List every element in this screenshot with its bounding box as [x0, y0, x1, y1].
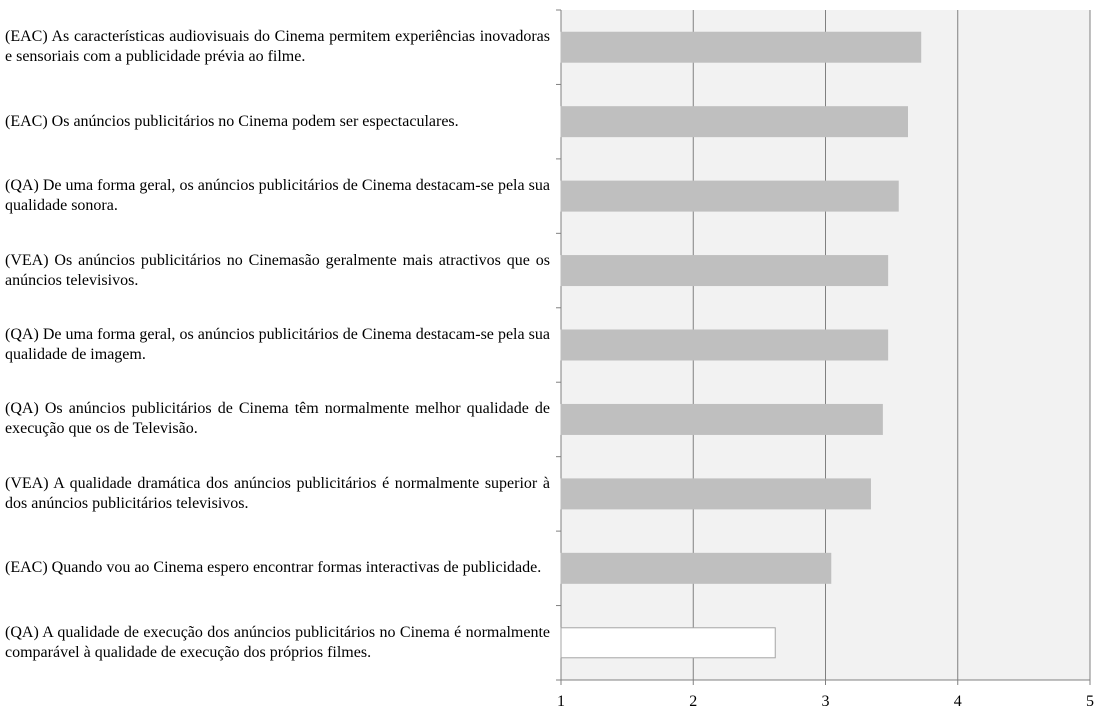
category-label-box: (VEA) Os anúncios publicitários no Cinem…: [5, 233, 550, 307]
x-tick-label: 2: [689, 693, 697, 710]
bar: [560, 255, 889, 287]
category-label: (QA) Os anúncios publicitários de Cinema…: [5, 400, 550, 438]
category-label-box: (QA) A qualidade de execução dos anúncio…: [5, 606, 550, 680]
bar: [560, 552, 832, 584]
bar: [560, 478, 871, 510]
category-label-box: (QA) Os anúncios publicitários de Cinema…: [5, 382, 550, 456]
category-label: (EAC) Os anúncios publicitários no Cinem…: [5, 112, 459, 130]
category-label: (VEA) A qualidade dramática dos anúncios…: [5, 474, 550, 512]
bar: [560, 106, 908, 138]
category-label: (EAC) As características audiovisuais do…: [5, 28, 550, 66]
category-label-box: (EAC) Quando vou ao Cinema espero encont…: [5, 531, 550, 605]
category-label: (QA) A qualidade de execução dos anúncio…: [5, 623, 550, 661]
category-label-box: (EAC) Os anúncios publicitários no Cinem…: [5, 84, 550, 158]
category-label-box: (QA) De uma forma geral, os anúncios pub…: [5, 308, 550, 382]
x-tick-label: 4: [954, 693, 962, 710]
category-label: (EAC) Quando vou ao Cinema espero encont…: [5, 559, 542, 577]
category-label-box: (EAC) As características audiovisuais do…: [5, 10, 550, 84]
category-label: (VEA) Os anúncios publicitários no Cinem…: [5, 251, 550, 289]
bar: [560, 31, 922, 63]
bar: [560, 329, 889, 361]
x-tick-label: 5: [1086, 693, 1094, 710]
bar: [560, 627, 776, 659]
bar: [560, 403, 883, 435]
category-label-box: (VEA) A qualidade dramática dos anúncios…: [5, 457, 550, 531]
x-tick-label: 1: [557, 693, 565, 710]
category-label: (QA) De uma forma geral, os anúncios pub…: [5, 325, 550, 363]
x-tick-label: 3: [822, 693, 830, 710]
category-label-box: (QA) De uma forma geral, os anúncios pub…: [5, 159, 550, 233]
bar: [560, 180, 899, 212]
category-label: (QA) De uma forma geral, os anúncios pub…: [5, 177, 550, 215]
